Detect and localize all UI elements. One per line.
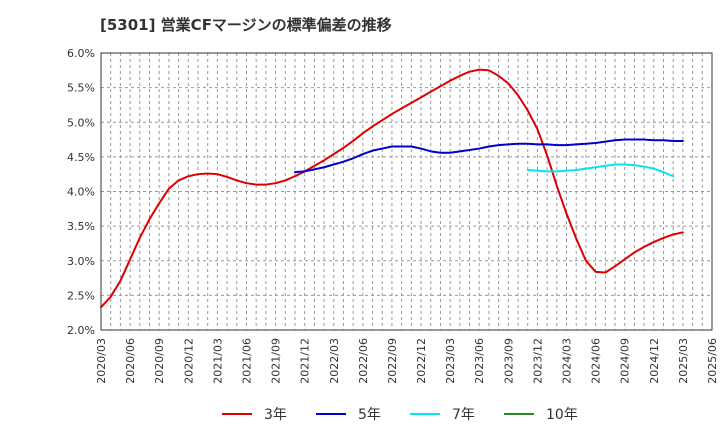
x-tick-label: 2023/12: [531, 338, 544, 384]
y-tick-label: 4.5%: [67, 151, 95, 164]
y-tick-label: 5.5%: [67, 82, 95, 95]
x-tick-label: 2020/06: [124, 338, 137, 384]
series-lines: [100, 68, 684, 309]
series-line: [293, 138, 684, 174]
x-tick-label: 2024/09: [619, 338, 632, 384]
x-tick-label: 2022/09: [386, 338, 399, 384]
x-tick-label: 2022/06: [357, 338, 370, 384]
y-tick-label: 6.0%: [67, 47, 95, 60]
y-tick-label: 5.0%: [67, 116, 95, 129]
y-tick-label: 2.5%: [67, 289, 95, 302]
x-tick-label: 2021/03: [211, 338, 224, 384]
x-tick-label: 2020/12: [182, 338, 195, 384]
legend-label: 7年: [452, 407, 475, 423]
series-line: [100, 68, 684, 309]
x-tick-label: 2024/06: [590, 338, 603, 384]
y-tick-labels: 2.0% 2.5% 3.0% 3.5% 4.0% 4.5% 5.0% 5.5% 6.0%: [67, 47, 95, 337]
x-tick-label: 2021/09: [270, 338, 283, 384]
plot-area: [101, 53, 712, 330]
x-tick-label: 2023/09: [502, 338, 515, 384]
chart-title: [5301] 営業CFマージンの標準偏差の推移: [100, 16, 392, 34]
y-tick-label: 3.5%: [67, 220, 95, 233]
x-tick-label: 2021/12: [299, 338, 312, 384]
legend-label: 3年: [264, 407, 287, 423]
x-tick-label: 2025/06: [706, 338, 719, 384]
legend-label: 5年: [358, 407, 381, 423]
y-tick-label: 4.0%: [67, 186, 95, 199]
x-tick-label: 2020/03: [95, 338, 108, 384]
x-tick-label: 2023/06: [473, 338, 486, 384]
x-tick-label: 2022/12: [415, 338, 428, 384]
axes: [100, 52, 713, 331]
legend-label: 10年: [546, 407, 578, 423]
x-tick-label: 2022/03: [328, 338, 341, 384]
x-tick-label: 2023/03: [444, 338, 457, 384]
series-line: [526, 163, 675, 178]
legend: 3年 5年 7年 10年: [222, 407, 578, 423]
x-tick-label: 2020/09: [153, 338, 166, 384]
y-tick-label: 3.0%: [67, 255, 95, 268]
y-tick-label: 2.0%: [67, 324, 95, 337]
x-tick-labels: 2020/03 2020/06 2020/09 2020/12 2021/03 2021/…: [95, 338, 719, 384]
plot-frame: [100, 52, 713, 331]
x-tick-label: 2024/12: [648, 338, 661, 384]
x-tick-label: 2021/06: [240, 338, 253, 384]
x-tick-label: 2025/03: [677, 338, 690, 384]
x-tick-label: 2024/03: [561, 338, 574, 384]
grid: [100, 52, 713, 331]
